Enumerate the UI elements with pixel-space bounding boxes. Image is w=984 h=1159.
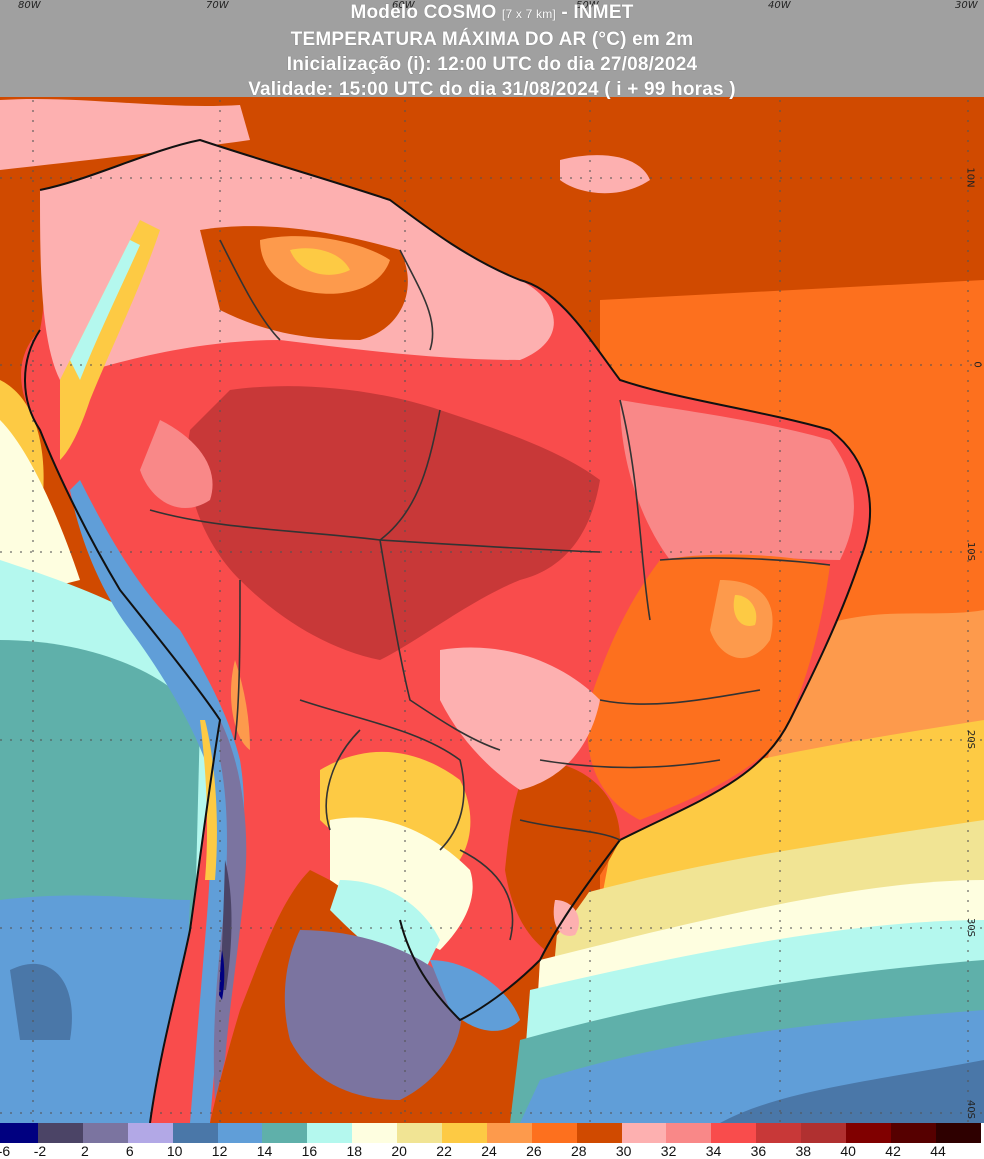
colorbar-segment xyxy=(442,1123,487,1143)
map-title: Modelo COSMO [7 x 7 km] - INMET TEMPERAT… xyxy=(0,0,984,102)
colorbar-label: -2 xyxy=(33,1143,47,1159)
model-name: Modelo COSMO xyxy=(350,2,497,23)
colorbar-segment xyxy=(262,1123,308,1143)
colorbar-label: 30 xyxy=(615,1143,632,1159)
colorbar-segment xyxy=(127,1123,173,1143)
temperature-map: 80W 70W 60W 50W 40W 30W 10N 0 10S 20S 30… xyxy=(0,0,984,1123)
colorbar-segment xyxy=(172,1123,218,1143)
colorbar-segment xyxy=(38,1123,83,1143)
colorbar-segment xyxy=(890,1123,936,1143)
title-initialization: Inicialização (i): 12:00 UTC do dia 27/0… xyxy=(286,54,698,75)
colorbar-segment xyxy=(352,1123,398,1143)
colorbar-segment xyxy=(846,1123,891,1143)
colorbar-label: 6 xyxy=(125,1143,134,1159)
colorbar-label: 14 xyxy=(256,1143,273,1159)
colorbar-segment xyxy=(576,1123,622,1143)
colorbar-label: 36 xyxy=(750,1143,767,1159)
lon-label: 40W xyxy=(768,0,791,11)
agency: - INMET xyxy=(561,2,634,23)
colorbar-label: 28 xyxy=(571,1143,587,1159)
colorbar-label: 34 xyxy=(705,1143,722,1159)
coastline xyxy=(24,138,871,1123)
colorbar-label: 20 xyxy=(391,1143,407,1159)
lon-label: 50W xyxy=(576,0,599,11)
colorbar-segment xyxy=(666,1123,712,1143)
colorbar-segment xyxy=(801,1123,847,1143)
colorbar-label: 26 xyxy=(526,1143,542,1159)
colorbar-label: 40 xyxy=(840,1143,856,1159)
colorbar-segment xyxy=(397,1123,443,1143)
colorbar-segment xyxy=(621,1123,667,1143)
colorbar-segment xyxy=(486,1123,532,1143)
colorbar-label: 42 xyxy=(885,1143,901,1159)
colorbar-label: 24 xyxy=(481,1143,497,1159)
colorbar-label: 22 xyxy=(436,1143,452,1159)
colorbar xyxy=(0,1123,984,1143)
lon-label: 70W xyxy=(206,0,229,11)
title-variable: TEMPERATURA MÁXIMA DO AR (°C) em 2m xyxy=(290,29,694,50)
lon-label: 60W xyxy=(392,0,415,11)
colorbar-label: 10 xyxy=(166,1143,183,1159)
lon-label: 30W xyxy=(955,0,978,11)
map-field xyxy=(0,0,984,1123)
title-line-1: Modelo COSMO [7 x 7 km] - INMET xyxy=(0,0,984,27)
title-validity: Validade: 15:00 UTC do dia 31/08/2024 ( … xyxy=(248,79,736,100)
colorbar-segment xyxy=(307,1123,353,1143)
colorbar-label: 32 xyxy=(660,1143,677,1159)
colorbar-segment xyxy=(711,1123,757,1143)
colorbar-segment xyxy=(82,1123,128,1143)
colorbar-label: 38 xyxy=(795,1143,812,1159)
colorbar-label: 12 xyxy=(211,1143,228,1159)
colorbar-segment xyxy=(935,1123,981,1143)
lon-label: 80W xyxy=(18,0,41,11)
country-borders xyxy=(149,239,831,941)
lat-label: 30S xyxy=(964,917,976,938)
colorbar-label: -6 xyxy=(0,1143,11,1159)
lat-label: 10N xyxy=(964,167,976,188)
colorbar-segment xyxy=(217,1123,263,1143)
colorbar-labels: -6-2261012141618202224262830323436384042… xyxy=(0,1143,984,1159)
colorbar-label: 16 xyxy=(301,1143,318,1159)
model-resolution: [7 x 7 km] xyxy=(501,7,556,21)
colorbar-segment xyxy=(0,1123,38,1143)
colorbar-segment xyxy=(756,1123,802,1143)
lat-label: 10S xyxy=(964,541,976,562)
colorbar-label: 2 xyxy=(80,1143,89,1159)
lat-label: 20S xyxy=(964,729,976,750)
lat-label: 0 xyxy=(971,361,983,368)
colorbar-segment xyxy=(531,1123,577,1143)
colorbar-label: 44 xyxy=(930,1143,946,1159)
colorbar-label: 18 xyxy=(346,1143,363,1159)
lat-label: 40S xyxy=(964,1099,976,1120)
header-bar xyxy=(0,0,984,97)
